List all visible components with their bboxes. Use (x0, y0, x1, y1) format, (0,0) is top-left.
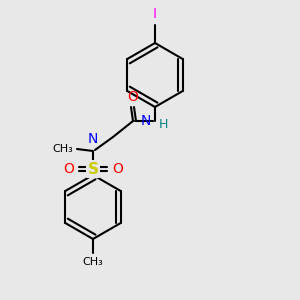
Text: N: N (141, 114, 151, 128)
Text: CH₃: CH₃ (82, 257, 103, 267)
Text: I: I (153, 7, 157, 21)
Text: O: O (128, 90, 138, 104)
Text: CH₃: CH₃ (52, 144, 73, 154)
Text: O: O (112, 162, 123, 176)
Text: S: S (88, 161, 98, 176)
Text: N: N (88, 132, 98, 146)
Text: O: O (63, 162, 74, 176)
Text: H: H (159, 118, 168, 130)
